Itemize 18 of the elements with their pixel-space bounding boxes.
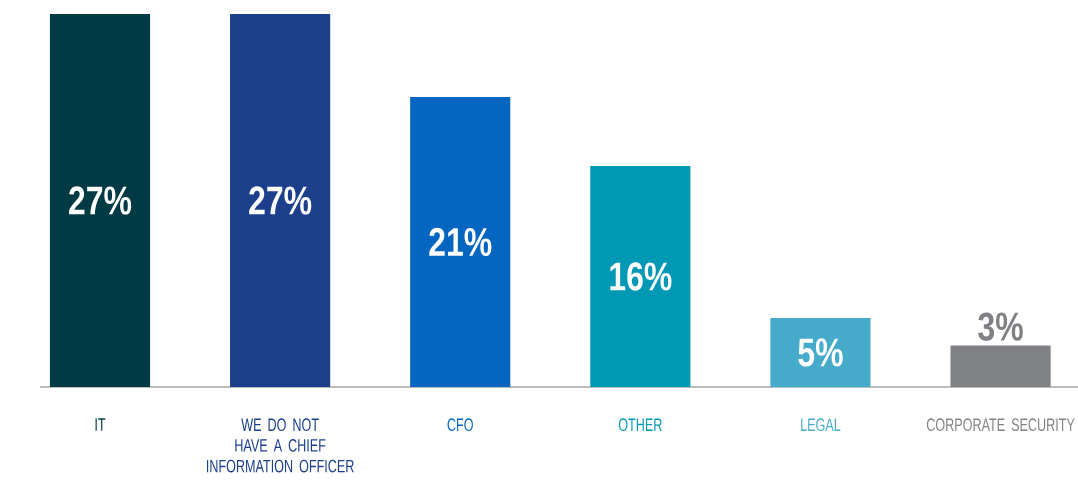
bar	[950, 345, 1051, 387]
data-label: 16%	[610, 262, 672, 291]
bar	[770, 317, 871, 387]
x-tick-label: CFO	[447, 418, 473, 432]
data-label: 3%	[978, 312, 1023, 341]
bar	[590, 165, 691, 387]
bar	[410, 96, 511, 387]
x-tick-label: CORPORATE SECURITY	[926, 418, 1075, 432]
bar	[230, 13, 331, 387]
data-label: 27%	[69, 186, 132, 215]
data-label: 27%	[249, 186, 312, 215]
x-tick-label: OTHER	[618, 418, 662, 432]
data-label: 5%	[798, 338, 843, 367]
x-tick-label: LEGAL	[801, 418, 841, 432]
x-tick-label: IT	[95, 418, 106, 431]
bar	[49, 13, 151, 387]
x-tick-label: WE DO NOT HAVE A CHIEF INFORMATION OFFICER	[207, 418, 354, 473]
data-label: 21%	[429, 227, 492, 257]
